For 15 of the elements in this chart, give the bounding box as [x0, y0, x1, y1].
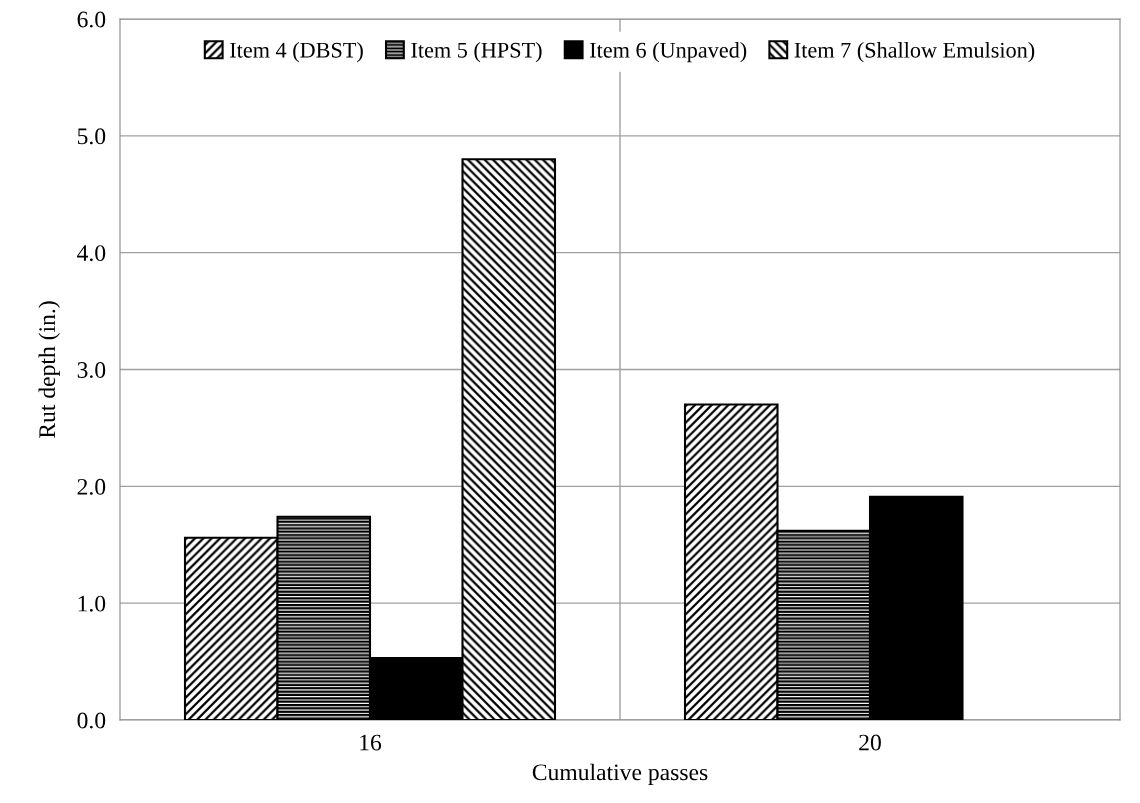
y-tick-label: 0.0: [77, 712, 106, 729]
legend-label: Item 6 (Unpaved): [590, 42, 747, 63]
legend-label: Item 7 (Shallow Emulsion): [794, 42, 1035, 63]
x-tick-label: 16: [360, 734, 382, 751]
y-tick-label: 5.0: [77, 128, 106, 145]
x-axis-title: Cumulative passes: [532, 763, 708, 786]
y-tick-label: 4.0: [77, 245, 106, 262]
legend-label: Item 4 (DBST): [230, 42, 363, 63]
y-tick-label: 2.0: [77, 478, 106, 495]
y-tick-label: 1.0: [78, 595, 106, 612]
y-tick-label: 3.0: [77, 361, 106, 379]
y-tick-label: 6.0: [77, 11, 106, 28]
y-axis-title: Rut depth (in.): [38, 301, 60, 439]
x-tick-label: 20: [859, 734, 881, 751]
legend-label: Item 5 (HPST): [411, 42, 542, 63]
